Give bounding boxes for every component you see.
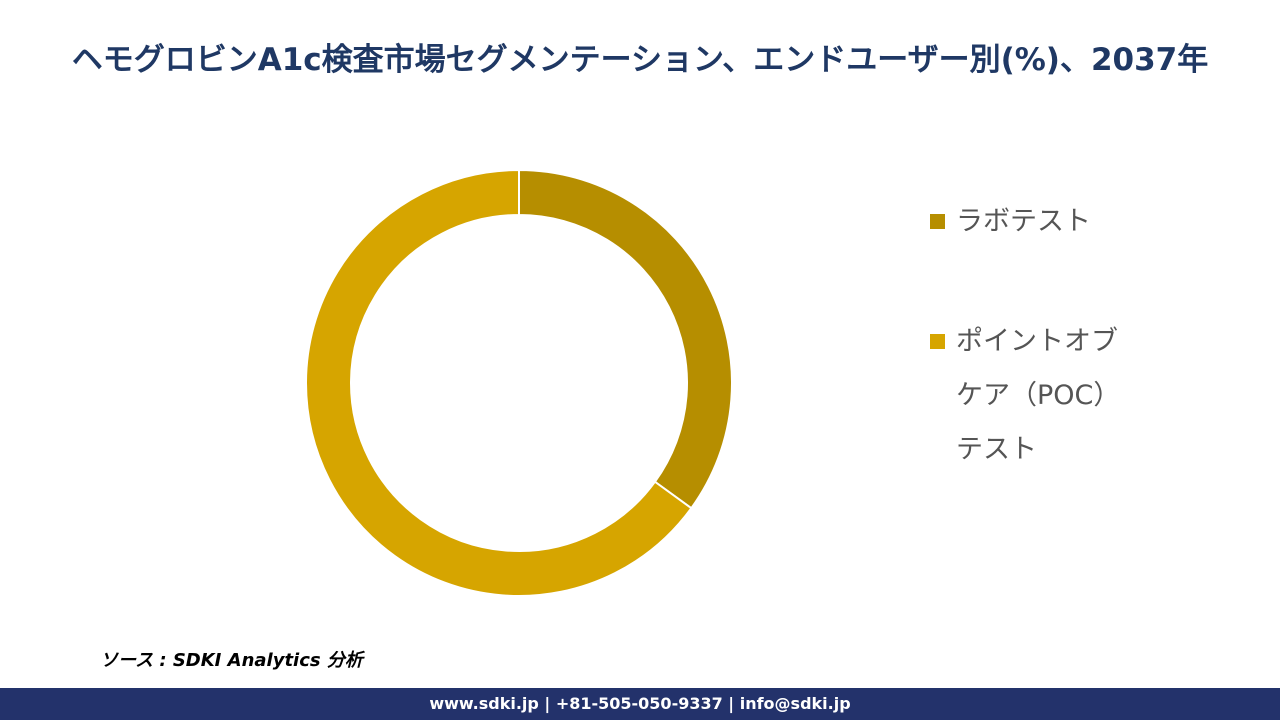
footer: www.sdki.jp | +81-505-050-9337 | info@sd… [0, 688, 1280, 720]
chart-title: ヘモグロビンA1c検査市場セグメンテーション、エンドユーザー別(%)、2037年 [71, 42, 1209, 78]
legend-label: ラボテスト [956, 206, 1091, 237]
donut-slice [305, 168, 693, 597]
legend-swatch [930, 334, 945, 349]
legend-label: ポイントオブケア（POC）テスト [956, 326, 1118, 465]
legend-swatch [930, 214, 945, 229]
donut-slice [518, 168, 733, 510]
legend-item: ポイントオブケア（POC）テスト [930, 315, 1120, 477]
legend-item: ラボテスト [930, 195, 1120, 249]
legend: ラボテストポイントオブケア（POC）テスト [930, 195, 1120, 543]
source: ソース : SDKI Analytics 分析 [100, 650, 363, 671]
